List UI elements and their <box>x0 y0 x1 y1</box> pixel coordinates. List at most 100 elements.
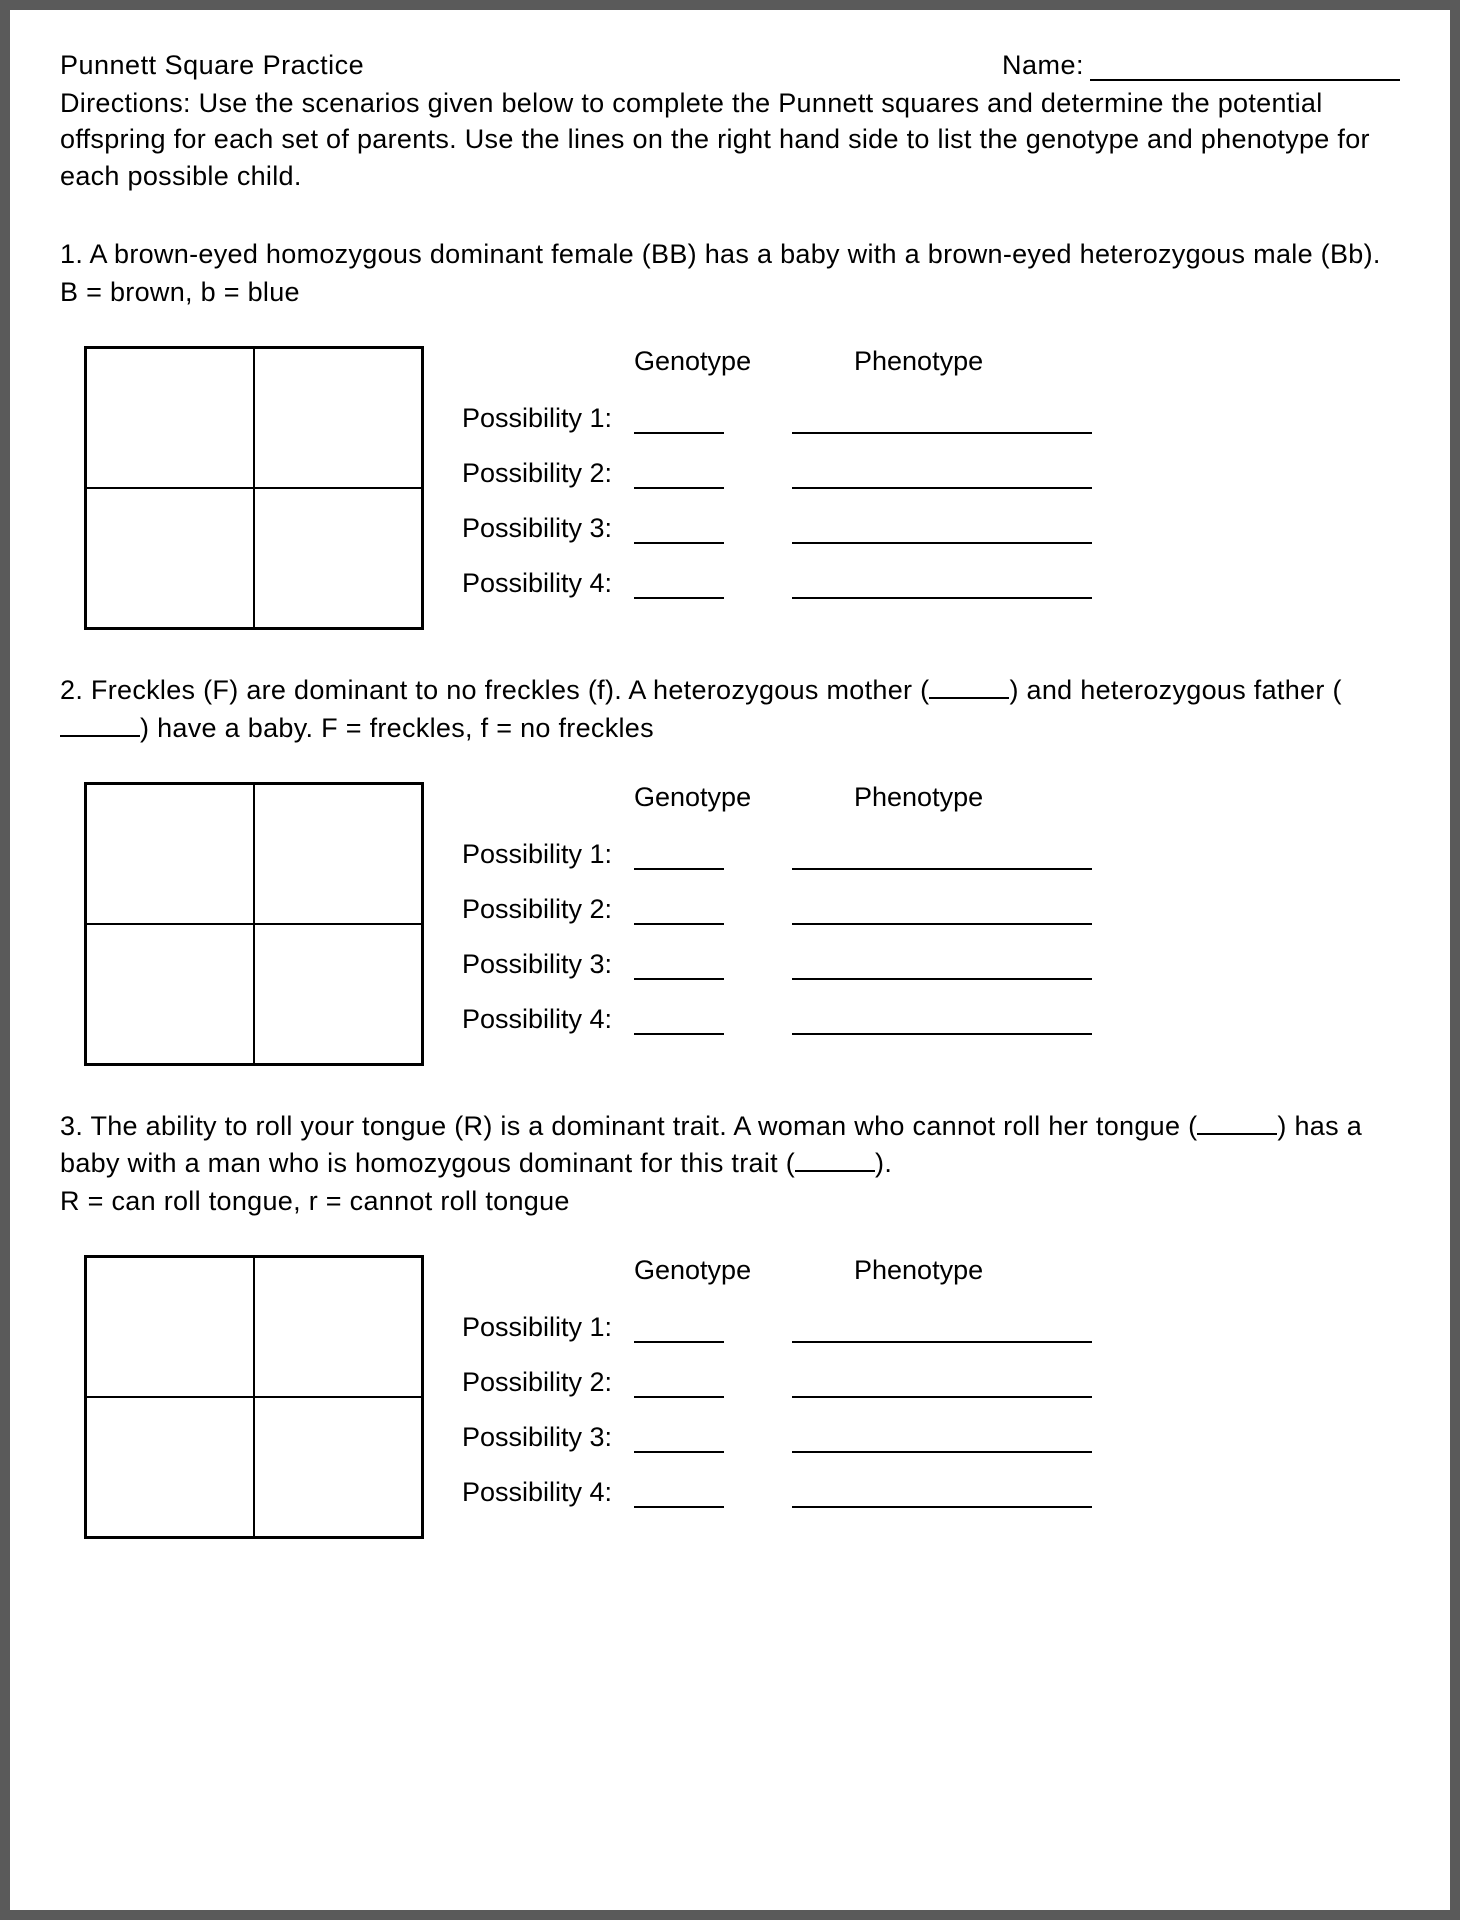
answers-block: Genotype Phenotype Possibility 1: Possibili… <box>462 1255 1400 1532</box>
phenotype-blank[interactable] <box>792 465 1092 489</box>
possibility-label: Possibility 3: <box>462 1422 622 1453</box>
punnett-square <box>84 782 424 1066</box>
phenotype-header: Phenotype <box>854 346 983 377</box>
possibility-label: Possibility 2: <box>462 894 622 925</box>
name-label: Name: <box>1002 50 1084 81</box>
punnett-cell[interactable] <box>86 924 254 1064</box>
problem-text-part: ) have a baby. F = freckles, f = no frec… <box>140 713 654 743</box>
possibility-row: Possibility 2: <box>462 1367 1400 1398</box>
inline-blank[interactable] <box>929 679 1009 699</box>
possibility-label: Possibility 3: <box>462 949 622 980</box>
punnett-cell[interactable] <box>86 348 254 488</box>
phenotype-blank[interactable] <box>792 1010 1092 1034</box>
punnett-square-wrap <box>84 1255 424 1539</box>
punnett-square-wrap <box>84 346 424 630</box>
worksheet-page: Punnett Square Practice Name: Directions… <box>0 0 1460 1920</box>
column-headers: Genotype Phenotype <box>634 782 1400 813</box>
genotype-header: Genotype <box>634 782 784 813</box>
possibility-row: Possibility 4: <box>462 568 1400 599</box>
possibility-label: Possibility 4: <box>462 1477 622 1508</box>
possibility-row: Possibility 3: <box>462 949 1400 980</box>
genotype-header: Genotype <box>634 1255 784 1286</box>
possibility-label: Possibility 1: <box>462 403 622 434</box>
phenotype-blank[interactable] <box>792 520 1092 544</box>
genotype-blank[interactable] <box>634 955 724 979</box>
genotype-blank[interactable] <box>634 900 724 924</box>
problem-text-part: The ability to roll your tongue (R) is a… <box>90 1111 1197 1141</box>
genotype-blank[interactable] <box>634 575 724 599</box>
possibility-label: Possibility 2: <box>462 458 622 489</box>
problem-number: 1. <box>60 239 89 269</box>
punnett-square <box>84 346 424 630</box>
phenotype-blank[interactable] <box>792 1319 1092 1343</box>
genotype-blank[interactable] <box>634 410 724 434</box>
problem-content-row: Genotype Phenotype Possibility 1: Possibili… <box>60 782 1400 1066</box>
inline-blank[interactable] <box>60 716 140 736</box>
column-headers: GenotypePhenotype <box>634 346 1400 377</box>
inline-blank[interactable] <box>1197 1114 1277 1134</box>
genotype-blank[interactable] <box>634 1374 724 1398</box>
punnett-cell[interactable] <box>254 488 422 628</box>
problem-text-part: A brown-eyed homozygous dominant female … <box>60 239 1381 307</box>
possibility-label: Possibility 1: <box>462 1312 622 1343</box>
problem-content-row: Genotype Phenotype Possibility 1: Possibili… <box>60 1255 1400 1539</box>
phenotype-blank[interactable] <box>792 845 1092 869</box>
phenotype-blank[interactable] <box>792 410 1092 434</box>
possibility-row: Possibility 3: <box>462 1422 1400 1453</box>
phenotype-blank[interactable] <box>792 900 1092 924</box>
punnett-cell[interactable] <box>86 1257 254 1397</box>
phenotype-header: Phenotype <box>854 1255 983 1286</box>
phenotype-blank[interactable] <box>792 1374 1092 1398</box>
possibility-label: Possibility 4: <box>462 1004 622 1035</box>
punnett-cell[interactable] <box>254 1257 422 1397</box>
possibility-label: Possibility 4: <box>462 568 622 599</box>
problem-text-part: ) and heterozygous father ( <box>1009 675 1341 705</box>
genotype-blank[interactable] <box>634 1484 724 1508</box>
punnett-cell[interactable] <box>254 348 422 488</box>
answers-block: GenotypePhenotype Possibility 1: Possibili… <box>462 346 1400 623</box>
header-row: Punnett Square Practice Name: <box>60 50 1400 81</box>
possibility-row: Possibility 1: <box>462 839 1400 870</box>
punnett-cell[interactable] <box>254 784 422 924</box>
phenotype-blank[interactable] <box>792 575 1092 599</box>
problem-1: 1. A brown-eyed homozygous dominant fema… <box>60 236 1400 630</box>
punnett-square-wrap <box>84 782 424 1066</box>
problem-content-row: GenotypePhenotype Possibility 1: Possibili… <box>60 346 1400 630</box>
genotype-blank[interactable] <box>634 465 724 489</box>
punnett-cell[interactable] <box>86 784 254 924</box>
phenotype-blank[interactable] <box>792 1484 1092 1508</box>
name-field: Name: <box>1002 50 1400 81</box>
possibility-label: Possibility 2: <box>462 1367 622 1398</box>
possibility-label: Possibility 1: <box>462 839 622 870</box>
genotype-blank[interactable] <box>634 845 724 869</box>
possibility-row: Possibility 2: <box>462 894 1400 925</box>
problem-2: 2. Freckles (F) are dominant to no freck… <box>60 672 1400 1066</box>
punnett-cell[interactable] <box>86 1397 254 1537</box>
possibility-row: Possibility 4: <box>462 1477 1400 1508</box>
punnett-cell[interactable] <box>86 488 254 628</box>
phenotype-blank[interactable] <box>792 1429 1092 1453</box>
genotype-blank[interactable] <box>634 1319 724 1343</box>
punnett-cell[interactable] <box>254 1397 422 1537</box>
genotype-blank[interactable] <box>634 520 724 544</box>
name-blank[interactable] <box>1090 57 1400 81</box>
problem-text: 3. The ability to roll your tongue (R) i… <box>60 1108 1400 1221</box>
column-headers: Genotype Phenotype <box>634 1255 1400 1286</box>
problem-text-part: R = can roll tongue, r = cannot roll ton… <box>60 1186 570 1216</box>
phenotype-header: Phenotype <box>854 782 983 813</box>
problem-text: 2. Freckles (F) are dominant to no freck… <box>60 672 1400 748</box>
possibility-row: Possibility 1: <box>462 403 1400 434</box>
possibility-row: Possibility 2: <box>462 458 1400 489</box>
genotype-blank[interactable] <box>634 1429 724 1453</box>
directions-text: Directions: Use the scenarios given belo… <box>60 85 1400 194</box>
page-title: Punnett Square Practice <box>60 50 364 81</box>
problem-text-part: ). <box>875 1148 892 1178</box>
problem-3: 3. The ability to roll your tongue (R) i… <box>60 1108 1400 1539</box>
possibility-row: Possibility 4: <box>462 1004 1400 1035</box>
phenotype-blank[interactable] <box>792 955 1092 979</box>
genotype-blank[interactable] <box>634 1010 724 1034</box>
punnett-cell[interactable] <box>254 924 422 1064</box>
problem-text-part: Freckles (F) are dominant to no freckles… <box>91 675 930 705</box>
punnett-square <box>84 1255 424 1539</box>
inline-blank[interactable] <box>795 1152 875 1172</box>
